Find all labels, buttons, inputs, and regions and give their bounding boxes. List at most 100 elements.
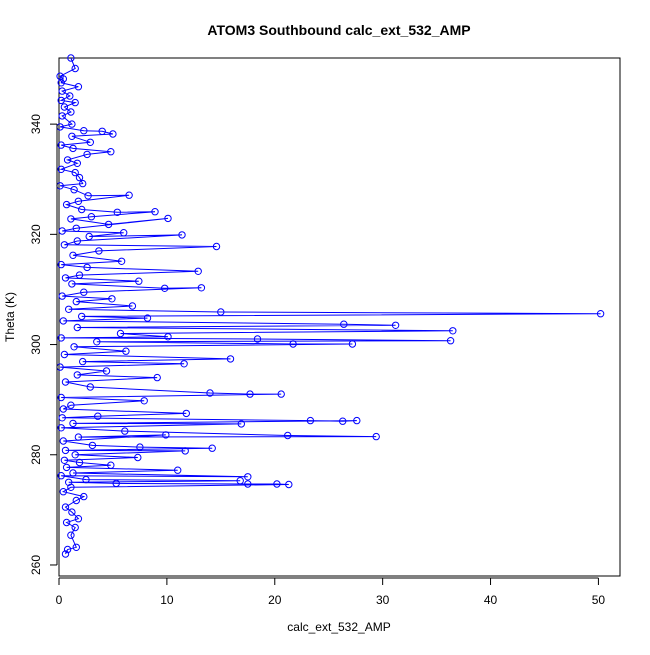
data-point bbox=[212, 242, 221, 251]
data-point bbox=[289, 340, 297, 348]
data-point bbox=[67, 531, 75, 539]
data-point bbox=[153, 373, 161, 382]
plot-frame bbox=[58, 57, 621, 577]
y-axis-label: Theta (K) bbox=[3, 292, 17, 342]
data-point bbox=[121, 427, 129, 435]
data-point bbox=[348, 340, 357, 348]
data-point bbox=[67, 401, 75, 409]
data-point bbox=[57, 165, 65, 174]
x-tick-label: 30 bbox=[376, 593, 390, 607]
data-point bbox=[57, 393, 65, 402]
y-tick-label: 340 bbox=[29, 114, 43, 134]
data-point bbox=[277, 390, 285, 398]
data-point bbox=[98, 127, 106, 136]
data-point bbox=[59, 405, 67, 413]
data-point bbox=[178, 231, 186, 239]
x-tick-label: 20 bbox=[268, 593, 282, 607]
data-point bbox=[70, 186, 78, 194]
x-tick-label: 40 bbox=[484, 593, 498, 607]
data-point bbox=[74, 197, 83, 206]
data-point bbox=[340, 320, 348, 328]
data-point bbox=[67, 215, 75, 223]
data-point bbox=[74, 515, 83, 523]
data-point bbox=[58, 87, 66, 95]
data-point bbox=[61, 378, 70, 386]
data-point bbox=[596, 310, 605, 318]
data-point bbox=[391, 321, 400, 329]
data-point bbox=[61, 274, 70, 282]
data-point bbox=[80, 127, 88, 135]
y-tick-label: 280 bbox=[29, 444, 43, 464]
data-point bbox=[74, 433, 83, 441]
data-point bbox=[69, 419, 77, 428]
data-point bbox=[58, 227, 66, 235]
data-point bbox=[72, 543, 81, 551]
data-point bbox=[174, 466, 182, 474]
data-point bbox=[253, 335, 262, 343]
data-point bbox=[62, 200, 71, 209]
data-point bbox=[71, 64, 79, 73]
data-point bbox=[58, 292, 66, 300]
data-point bbox=[73, 371, 82, 379]
data-point bbox=[58, 414, 66, 422]
data-point bbox=[449, 327, 457, 335]
data-point bbox=[217, 308, 225, 316]
data-point bbox=[194, 267, 202, 275]
data-point bbox=[140, 397, 148, 405]
data-point bbox=[71, 98, 79, 107]
data-point bbox=[75, 173, 84, 182]
data-point bbox=[72, 224, 81, 233]
data-point bbox=[164, 214, 172, 223]
data-point bbox=[68, 280, 76, 288]
data-point bbox=[71, 523, 79, 532]
data-point bbox=[67, 483, 75, 491]
data-point bbox=[80, 288, 88, 296]
data-point bbox=[68, 132, 76, 141]
data-point bbox=[71, 451, 79, 459]
data-point bbox=[136, 443, 144, 451]
data-point bbox=[88, 441, 97, 450]
data-point bbox=[73, 237, 82, 245]
x-tick-label: 0 bbox=[56, 593, 63, 607]
data-point bbox=[197, 284, 206, 292]
data-point bbox=[75, 458, 84, 467]
data-point bbox=[59, 317, 67, 325]
data-point bbox=[61, 446, 70, 455]
data-point bbox=[108, 295, 116, 303]
data-point bbox=[57, 472, 65, 480]
data-point bbox=[60, 103, 69, 111]
data-point bbox=[75, 271, 84, 279]
data-point bbox=[69, 469, 77, 477]
data-point bbox=[57, 96, 65, 105]
data-point bbox=[125, 191, 133, 199]
y-axis: 260 280 300 320 340 bbox=[29, 114, 58, 575]
data-point bbox=[94, 412, 102, 420]
y-tick-label: 320 bbox=[29, 224, 43, 244]
data-point bbox=[162, 431, 170, 439]
chart-title: ATOM3 Southbound calc_ext_532_AMP bbox=[207, 22, 470, 38]
data-point bbox=[226, 355, 235, 363]
data-point bbox=[68, 508, 76, 516]
data-point bbox=[446, 337, 455, 345]
data-point bbox=[134, 453, 142, 462]
data-point bbox=[63, 545, 72, 554]
data-point bbox=[57, 334, 65, 342]
data-point bbox=[72, 297, 81, 306]
series-layer bbox=[56, 54, 605, 558]
data-point bbox=[68, 120, 76, 128]
data-point bbox=[237, 420, 246, 428]
data-point bbox=[61, 503, 70, 511]
data-point bbox=[339, 417, 347, 425]
data-point bbox=[83, 150, 91, 159]
data-point bbox=[244, 480, 252, 488]
data-point bbox=[70, 343, 78, 351]
data-point bbox=[285, 480, 293, 489]
x-tick-label: 50 bbox=[592, 593, 606, 607]
data-point bbox=[71, 168, 79, 177]
x-tick-label: 10 bbox=[160, 593, 174, 607]
data-point bbox=[246, 390, 254, 398]
data-point bbox=[84, 192, 92, 200]
data-point bbox=[83, 263, 91, 272]
